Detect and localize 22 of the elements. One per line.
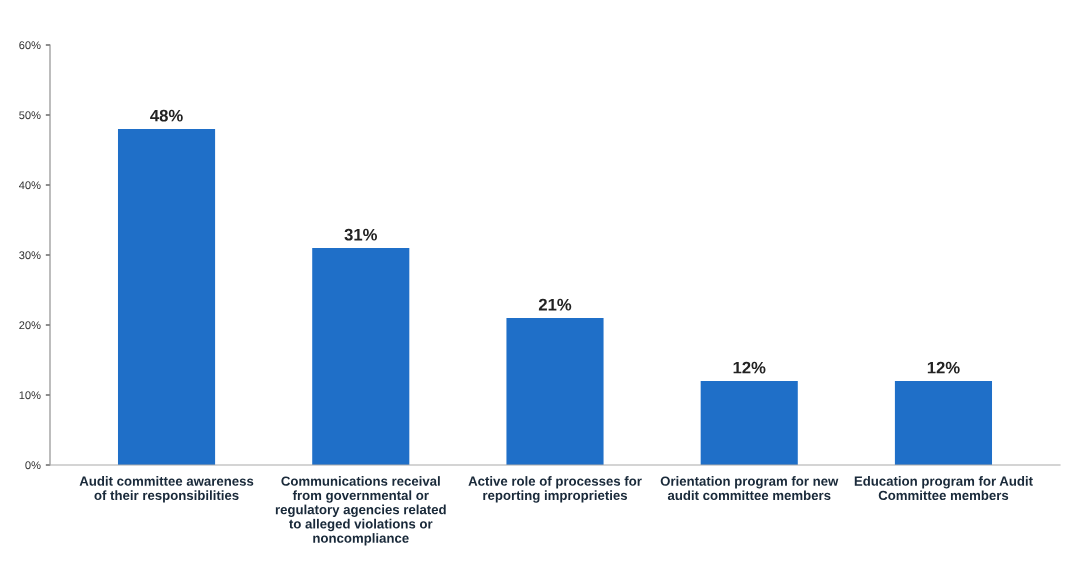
- bar: [312, 248, 410, 465]
- x-tick-label: Active role of processes for reporting improprieties: [468, 476, 642, 503]
- x-tick-label: Orientation program for new audit committee members: [660, 476, 839, 501]
- data-label: 21%: [538, 298, 572, 311]
- y-tick-label: 40%: [18, 181, 41, 190]
- y-tick-label: 50%: [19, 111, 41, 120]
- bar: [506, 318, 604, 465]
- data-label: 12%: [927, 361, 960, 374]
- data-label: 31%: [344, 228, 378, 241]
- y-tick-label: 30%: [19, 251, 41, 260]
- y-tick-label: 60%: [19, 41, 41, 50]
- data-label: 12%: [733, 361, 766, 374]
- bar: [894, 381, 993, 465]
- y-tick-label: 0%: [25, 461, 41, 470]
- x-tick-label: Communications receival from governmental or regulatory agencies related to alleged violations or noncompliance: [275, 476, 446, 546]
- data-label: 48%: [150, 109, 183, 122]
- y-tick-label: 10%: [19, 391, 41, 400]
- y-tick-label: 20%: [19, 321, 41, 330]
- x-tick-label: Education program for Audit Committee members: [854, 476, 1033, 501]
- bar: [117, 129, 216, 465]
- bar: [700, 381, 798, 465]
- x-tick-label: Audit committee awareness of their responsibilities: [79, 476, 254, 503]
